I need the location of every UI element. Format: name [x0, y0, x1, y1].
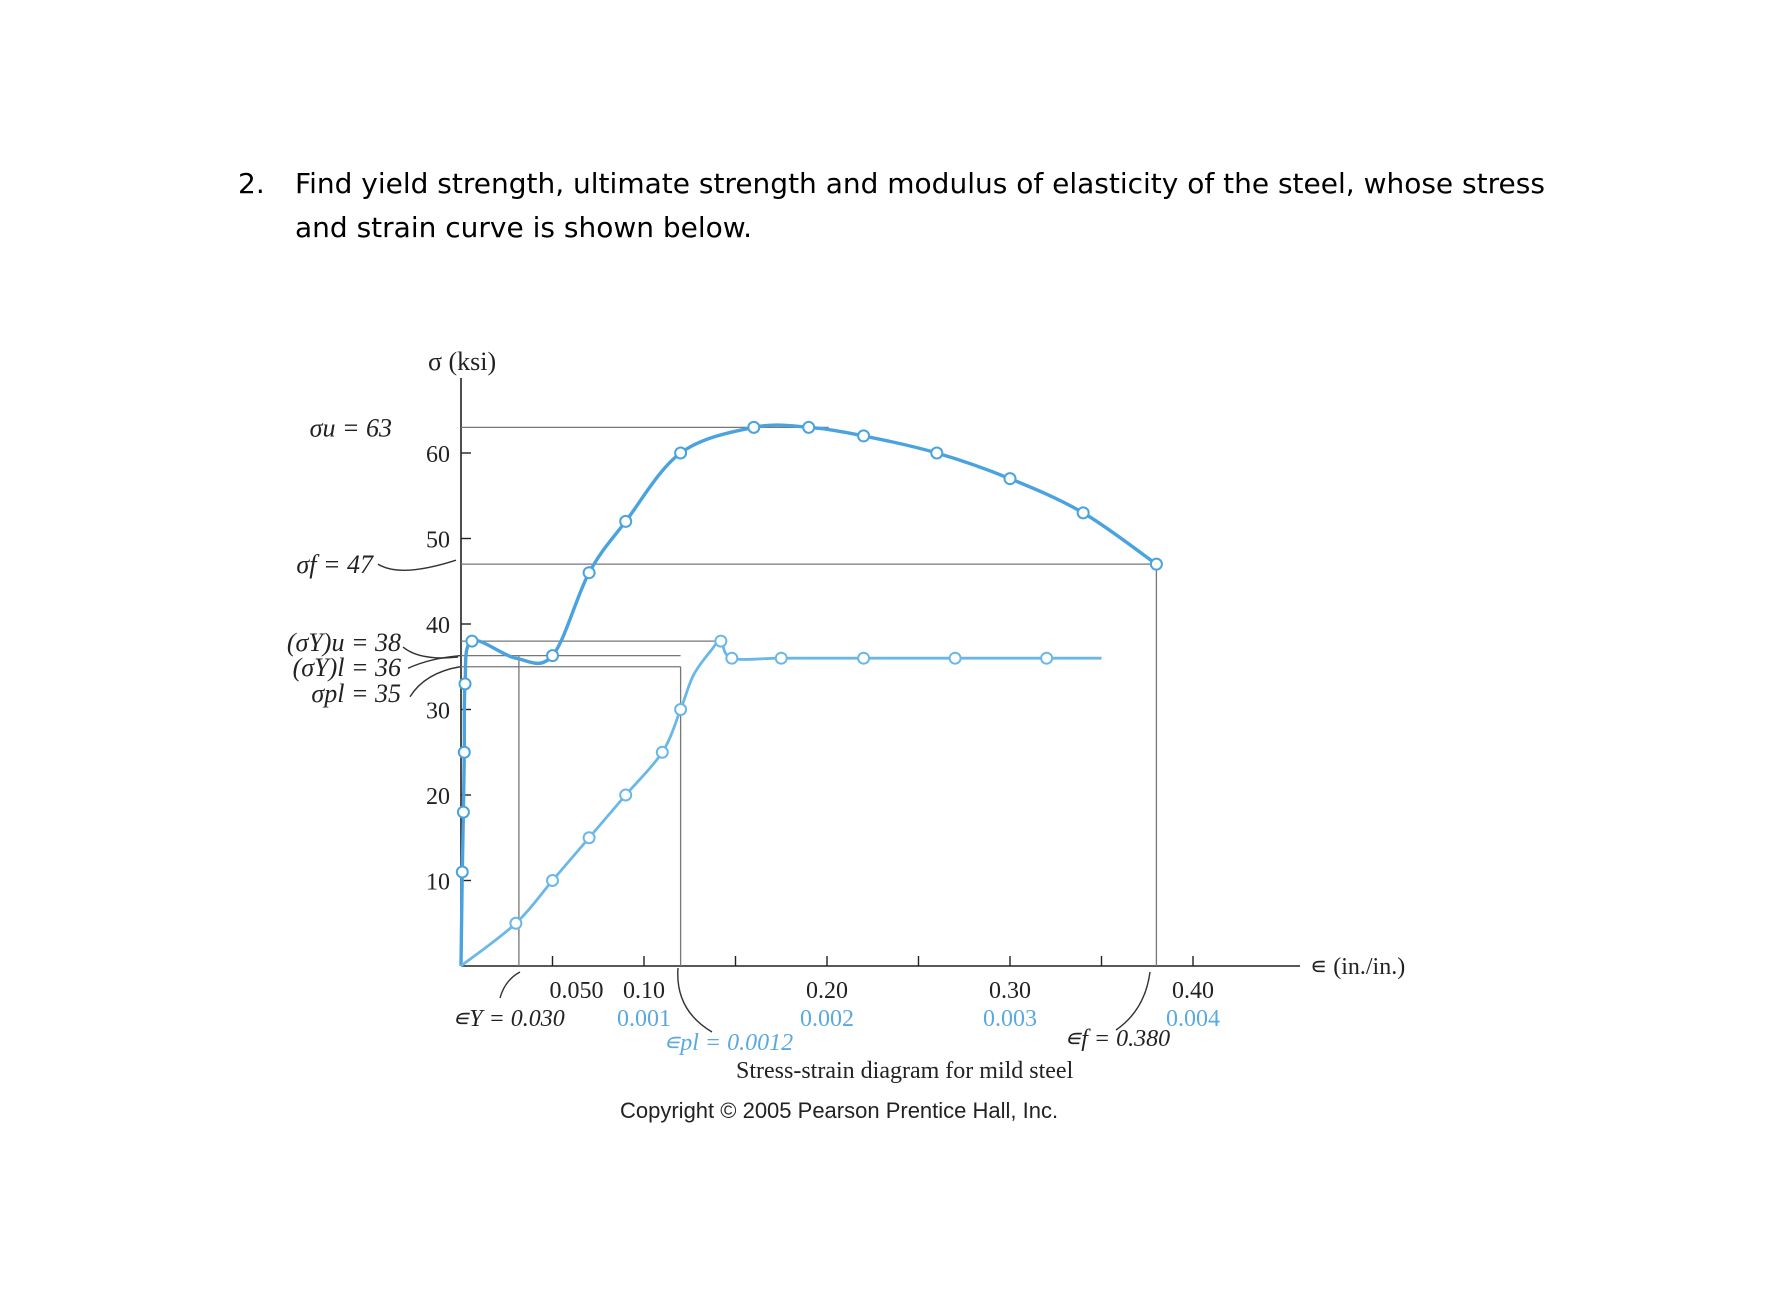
y-tick-label: 40 [426, 613, 450, 639]
data-point-upper [674, 446, 688, 460]
data-point-lower [619, 788, 633, 802]
eps-f-leader [1115, 971, 1151, 1031]
data-point-lower [725, 651, 739, 665]
data-point-upper [458, 677, 472, 691]
data-point-upper [1076, 506, 1090, 520]
y-tick-label: 10 [426, 870, 450, 896]
sigma-yl-leader [407, 654, 461, 669]
annotation-eps-f: ∊f = 0.380 [1064, 1026, 1170, 1052]
eps-y-leader [499, 971, 521, 999]
copyright-text: Copyright © 2005 Pearson Prentice Hall, … [620, 1098, 1059, 1123]
data-point-lower [774, 651, 788, 665]
x-axis-label: ∊ (in./in.) [1310, 954, 1405, 980]
series-upper-curve [459, 423, 1158, 967]
y-tick-label: 20 [426, 784, 450, 810]
data-point-lower [546, 874, 559, 887]
x-tick-label-lower: 0.001 [617, 1006, 671, 1032]
data-point-upper [747, 420, 761, 434]
data-point-upper [457, 745, 471, 759]
data-point-upper [582, 566, 596, 580]
annotation-sigma-pl: σpl = 35 [311, 679, 401, 708]
chart-caption: Stress-strain diagram for mild steel [736, 1058, 1074, 1084]
data-point-upper [455, 865, 469, 879]
data-point-upper [1003, 472, 1017, 486]
data-point-lower [1040, 651, 1054, 665]
x-tick-label-upper: 0.050 [550, 978, 604, 1004]
annotation-sigma-f: σf = 47 [296, 550, 374, 579]
sigma-f-leader [377, 559, 457, 571]
data-point-upper [857, 429, 871, 443]
series-lower-curve [460, 639, 1102, 968]
data-point-upper [1149, 557, 1163, 571]
x-tick-label-upper: 0.30 [989, 978, 1031, 1004]
data-point-upper [465, 634, 479, 648]
data-point-lower [674, 703, 688, 716]
x-tick-label-lower: 0.004 [1166, 1006, 1220, 1032]
data-point-upper [456, 805, 470, 819]
data-point-lower [655, 745, 669, 759]
y-tick-label: 50 [426, 528, 450, 554]
data-point-upper [619, 514, 633, 528]
annotation-sigma-u: σu = 63 [310, 413, 392, 442]
data-point-lower [509, 916, 523, 930]
y-axis-label: σ (ksi) [428, 347, 496, 376]
x-tick-label-upper: 0.10 [623, 978, 665, 1004]
question-text: Find yield strength, ultimate strength a… [295, 167, 1545, 244]
x-tick-label-lower: 0.002 [800, 1006, 854, 1032]
data-point-upper [802, 420, 816, 434]
data-point-lower [857, 651, 871, 665]
data-point-lower [582, 831, 596, 845]
x-tick-label-lower: 0.003 [983, 1006, 1037, 1032]
data-point-upper [546, 649, 559, 663]
annotation-sigma-yl: (σY)l = 36 [293, 653, 401, 682]
data-point-lower [714, 634, 728, 648]
x-tick-label-upper: 0.20 [806, 978, 848, 1004]
sigma-yu-leader [402, 646, 459, 659]
sigma-pl-leader [409, 666, 461, 698]
annotation-eps-pl: ∊pl = 0.0012 [663, 1030, 793, 1056]
y-tick-label: 60 [426, 442, 450, 468]
x-tick-label-upper: 0.40 [1172, 978, 1214, 1004]
annotation-eps-y: ∊Y = 0.030 [452, 1006, 565, 1032]
y-tick-label: 30 [426, 699, 450, 725]
question-number: 2. [238, 167, 265, 200]
annotation-sigma-yu: (σY)u = 38 [287, 628, 401, 657]
eps-pl-leader [677, 967, 713, 1033]
data-point-lower [948, 651, 962, 665]
data-point-upper [930, 446, 944, 460]
